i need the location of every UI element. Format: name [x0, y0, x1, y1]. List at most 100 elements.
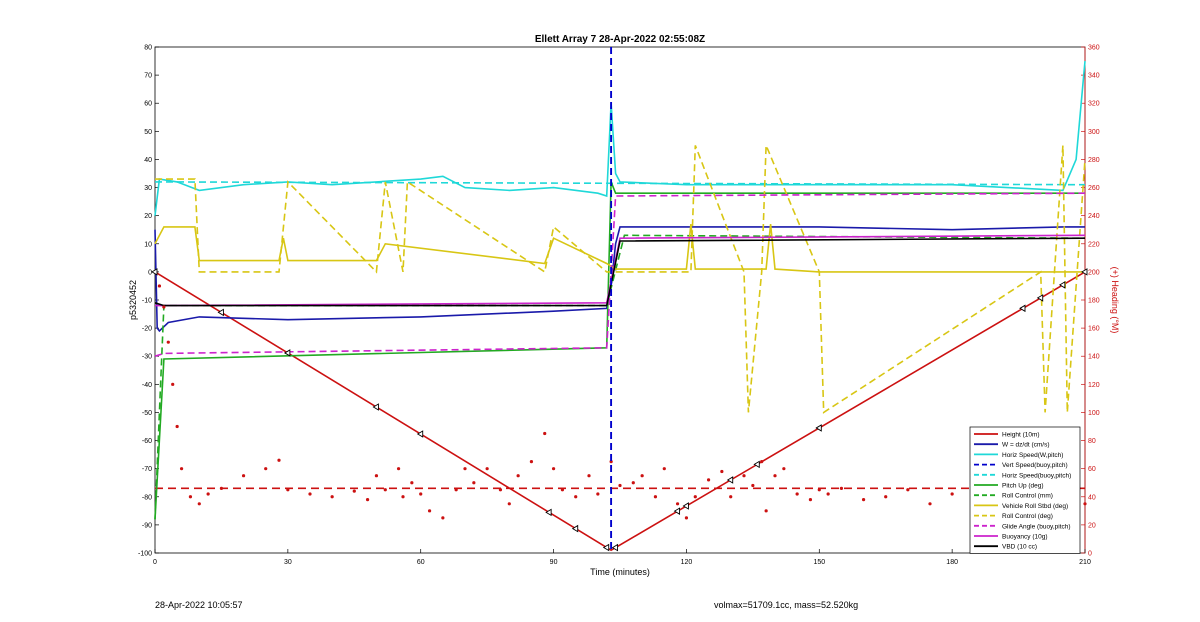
heading-point	[720, 469, 724, 474]
y-tick-label: 80	[144, 45, 152, 52]
heading-point	[286, 488, 290, 492]
heading-point	[764, 509, 768, 513]
y-tick-label: 70	[144, 73, 152, 80]
heading-point	[596, 492, 600, 496]
x-tick-label: 90	[550, 559, 558, 566]
y2-tick-label: 300	[1088, 129, 1100, 136]
heading-point	[463, 467, 467, 471]
y2-tick-label: 220	[1088, 241, 1100, 248]
heading-point	[516, 474, 520, 478]
y-tick-label: 20	[144, 213, 152, 220]
waypoint-marker	[726, 476, 734, 484]
x-tick-label: 0	[153, 559, 157, 566]
y2-tick-label: 40	[1088, 494, 1096, 501]
y-tick-label: -100	[138, 551, 152, 558]
y2-tick-label: 100	[1088, 410, 1100, 417]
legend-label: Pitch Up (deg)	[1002, 483, 1044, 490]
waypoint-marker	[1036, 294, 1044, 302]
heading-point	[498, 488, 503, 492]
heading-point	[729, 495, 733, 499]
plot-area	[154, 46, 1086, 554]
series-line	[154, 226, 1085, 333]
heading-point	[1083, 502, 1087, 506]
x-tick-label: 30	[284, 559, 292, 566]
x-tick-label: 180	[946, 559, 958, 566]
series-line	[154, 181, 1086, 186]
y2-axis-label: (+) Heading (°M)	[1110, 267, 1120, 334]
y2-tick-label: 140	[1088, 354, 1100, 361]
heading-point	[640, 474, 644, 478]
heading-point	[365, 497, 370, 502]
y-tick-label: -70	[142, 466, 152, 473]
waypoint-marker	[682, 502, 689, 510]
heading-point	[950, 492, 954, 496]
footer-volume-mass: volmax=51709.1cc, mass=52.520kg	[714, 600, 859, 610]
waypoint-marker	[283, 349, 291, 357]
heading-point	[277, 458, 281, 462]
y2-tick-label: 80	[1088, 438, 1096, 445]
y-tick-label: 60	[144, 101, 152, 108]
heading-point	[839, 486, 844, 490]
heading-point	[693, 495, 697, 499]
heading-point	[401, 495, 405, 499]
heading-point	[374, 474, 379, 478]
heading-point	[166, 340, 170, 344]
heading-point	[618, 483, 622, 488]
waypoint-marker	[1019, 304, 1026, 313]
y-tick-label: 0	[148, 269, 152, 276]
legend-label: Vert Speed(buoy,pitch)	[1002, 462, 1068, 469]
heading-point	[861, 497, 866, 502]
y2-tick-label: 160	[1088, 326, 1100, 333]
y-tick-label: -10	[142, 298, 152, 305]
heading-point	[587, 474, 591, 478]
series-line	[155, 145, 1086, 414]
heading-point	[529, 460, 534, 464]
waypoint-marker	[545, 508, 552, 517]
legend-label: Roll Control (deg)	[1002, 513, 1053, 520]
x-tick-label: 120	[681, 559, 693, 566]
footer-timestamp: 28-Apr-2022 10:05:57	[155, 600, 243, 610]
heading-point	[551, 467, 556, 471]
heading-point	[817, 488, 821, 492]
plot-frame	[154, 46, 1086, 554]
heading-point	[675, 502, 680, 506]
y-tick-label: 30	[144, 185, 152, 192]
waypoint-marker	[571, 524, 579, 533]
y-tick-label: 50	[144, 129, 152, 136]
legend-label: Height (10m)	[1002, 432, 1040, 439]
heading-point	[419, 492, 423, 496]
y2-tick-label: 360	[1088, 45, 1100, 52]
heading-point	[560, 488, 565, 492]
heading-point	[574, 495, 578, 499]
heading-point	[219, 486, 224, 490]
waypoint-marker	[611, 543, 619, 552]
legend-box	[969, 426, 1081, 554]
legend-label: W = dz/dt (cm/s)	[1002, 442, 1050, 449]
heading-point	[179, 467, 184, 471]
heading-point	[684, 516, 689, 520]
y-tick-label: -30	[142, 354, 152, 361]
y-tick-label: -20	[142, 326, 152, 333]
legend-label: Horiz Speed(W,pitch)	[1002, 452, 1063, 459]
heading-point	[241, 474, 246, 478]
heading-point	[472, 481, 476, 485]
heading-point	[662, 467, 666, 471]
series-line	[154, 224, 1085, 273]
series-line	[154, 271, 1086, 552]
heading-point	[485, 467, 489, 471]
heading-point	[264, 467, 268, 471]
chart-title: Ellett Array 7 28-Apr-2022 02:55:08Z	[535, 34, 705, 45]
legend-label: Roll Control (mm)	[1002, 493, 1053, 500]
y2-tick-label: 200	[1088, 269, 1100, 276]
waypoint-marker	[217, 308, 224, 317]
heading-point	[884, 495, 888, 499]
legend-label: Glide Angle (buoy,pitch)	[1002, 523, 1071, 530]
y-tick-label: -60	[142, 438, 152, 445]
y-tick-label: 40	[144, 157, 152, 164]
y2-tick-label: 20	[1088, 522, 1096, 529]
series-line	[154, 237, 1086, 307]
waypoint-marker	[151, 268, 158, 276]
waypoint-marker	[602, 543, 610, 552]
y2-tick-label: 0	[1088, 551, 1092, 558]
